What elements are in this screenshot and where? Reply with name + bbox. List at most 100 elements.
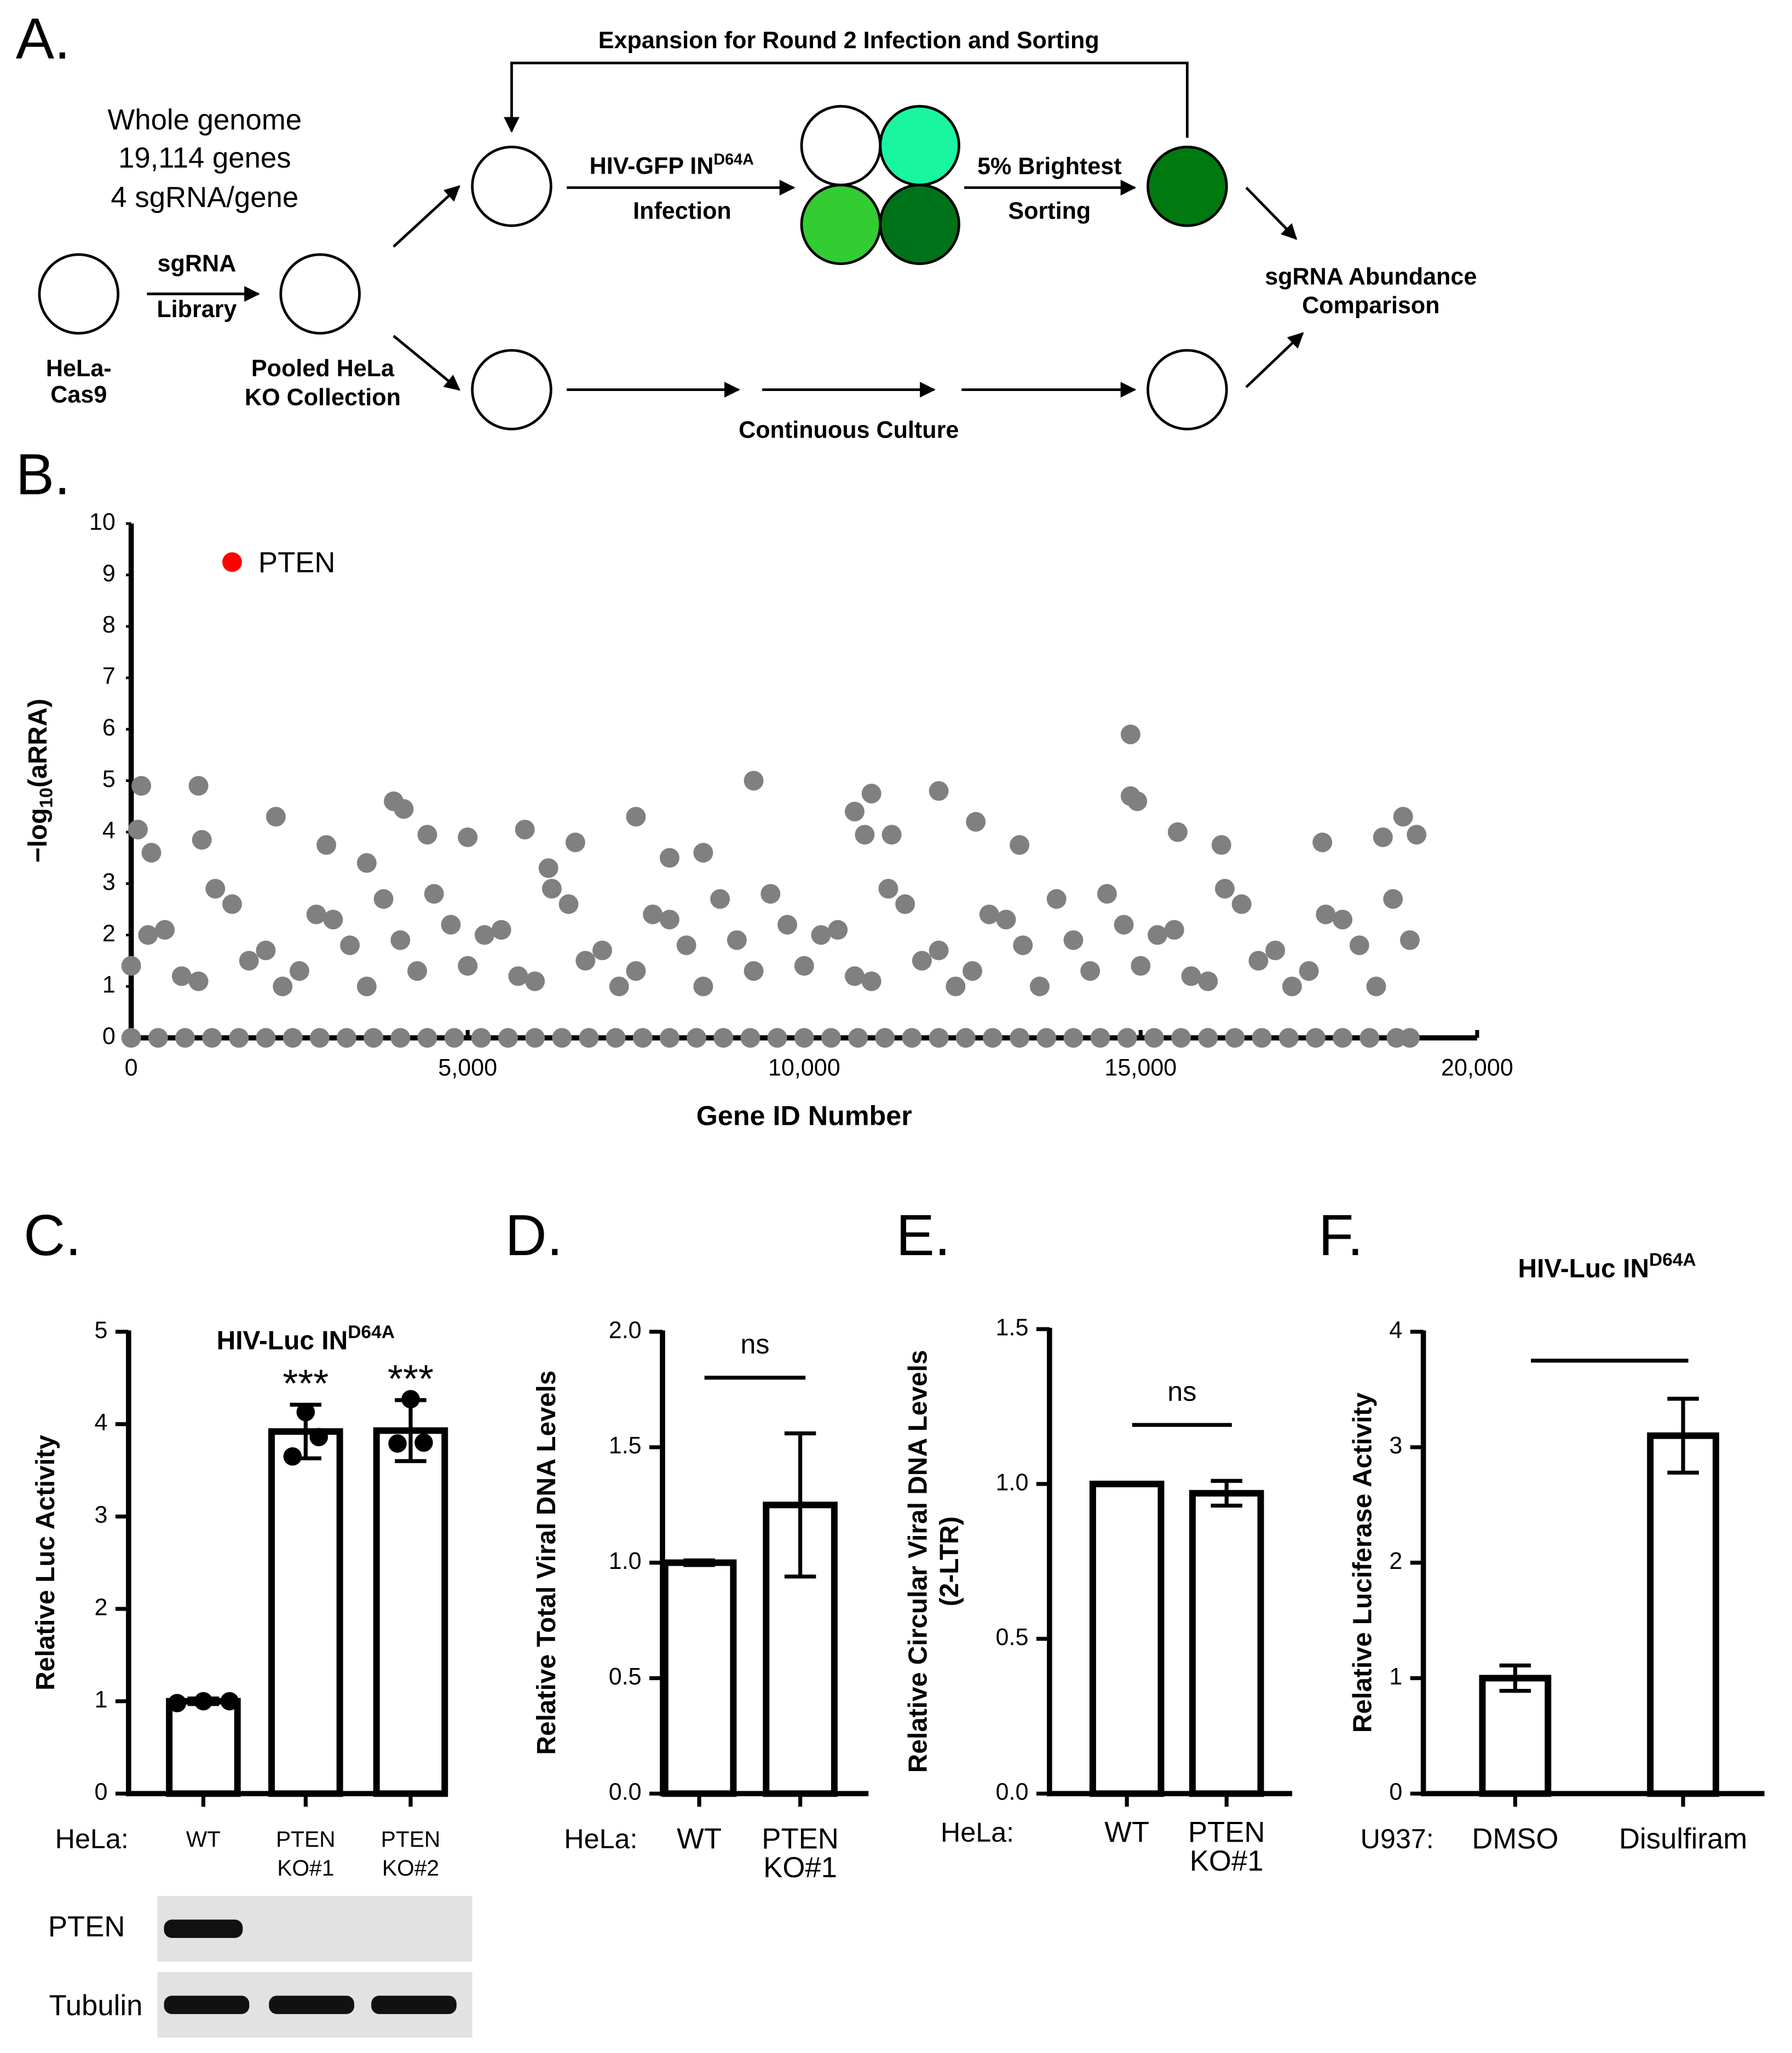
point [844,966,865,986]
step-label: 5% Brightest [977,153,1121,180]
point [794,1028,814,1048]
cell [879,183,960,265]
workflow-diagram [38,61,1304,430]
point [356,976,377,997]
point [1131,956,1151,976]
point [609,976,629,997]
point [131,776,152,796]
step-label: sgRNA [158,250,237,277]
bar [1479,1675,1552,1797]
point [575,951,596,971]
blot-band [164,1919,243,1938]
point [1312,832,1333,853]
y-axis-label: Relative Luc Activity [31,1435,60,1690]
point [188,971,209,991]
x-tick-label: KO#1 [277,1855,334,1881]
point [955,1028,976,1048]
point [390,1028,411,1048]
error-bar [1667,1396,1699,1475]
y-tick-label: 0.0 [609,1779,642,1805]
point [1211,835,1231,855]
point [1080,961,1100,981]
point [929,781,949,801]
point [744,770,764,791]
point [424,884,444,904]
step-label: Continuous Culture [739,417,959,444]
point [1117,1028,1137,1048]
x-tick-label: PTEN [762,1823,839,1855]
point [912,951,932,971]
x-tick-label: KO#2 [382,1855,439,1881]
point [881,825,902,845]
step-label: Comparison [1302,292,1440,319]
point [283,1028,303,1048]
point [155,920,175,940]
point [1144,1028,1164,1048]
point [929,1028,949,1048]
group-label: U937: [1361,1823,1434,1854]
y-tick-label: 1.0 [609,1548,642,1574]
western-blot: PTEN Tubulin [48,1896,473,2038]
chart-title: HIV-Luc IN [1518,1254,1649,1283]
cell-label: Cas9 [50,382,107,408]
point [508,966,528,986]
y-tick-label: 10 [89,509,116,535]
y-tick-label: 2.0 [609,1317,642,1343]
step-label: HIV-GFP IN [590,153,714,180]
point [458,827,478,847]
x-tick-label: WT [186,1826,221,1851]
y-tick-label: 0.5 [609,1664,642,1690]
cell-label: Pooled HeLa [251,355,395,382]
bar [661,1559,737,1797]
x-tick-label: 5,000 [438,1055,497,1081]
point [474,925,494,945]
point [1282,976,1302,997]
point [491,920,511,940]
point [222,552,242,572]
y-tick-label: 0 [102,1023,116,1050]
blot-label: PTEN [48,1911,125,1943]
point [323,910,343,930]
y-tick-label: 1.5 [609,1433,642,1459]
point [148,1028,168,1048]
point [659,910,679,930]
point [1333,1028,1353,1048]
point [175,1028,195,1048]
cell-label: HeLa- [46,355,112,382]
data-point [283,1447,302,1466]
point [1198,971,1218,991]
step-label: Infection [633,198,731,225]
point [626,961,646,981]
superscript: D64A [1649,1250,1696,1270]
point [407,961,427,981]
data-point [401,1390,420,1408]
point [1010,1028,1030,1048]
point [848,1028,868,1048]
bar [373,1427,448,1797]
error-bar [683,1558,715,1567]
point [1215,878,1235,899]
group-label: HeLa: [941,1816,1014,1848]
point [592,940,613,961]
y-tick-label: 1.0 [996,1469,1029,1496]
point [458,956,478,976]
panel-label: D. [505,1204,562,1268]
point [256,940,276,961]
point [441,915,461,935]
data-point [388,1434,407,1453]
y-axis-label: Relative Luciferase Activity [1349,1393,1378,1733]
blot-band [164,1996,250,2014]
point [710,889,730,909]
point [141,843,162,863]
arrow [1245,332,1304,388]
point [188,776,209,796]
point [659,1028,679,1048]
y-tick-label: 0.0 [996,1779,1029,1805]
point [1305,1028,1326,1048]
blot-band [269,1996,354,2014]
points [121,552,1427,1048]
point [498,1028,518,1048]
point [1148,925,1168,945]
chart-title: HIV-Luc IN [217,1326,348,1355]
